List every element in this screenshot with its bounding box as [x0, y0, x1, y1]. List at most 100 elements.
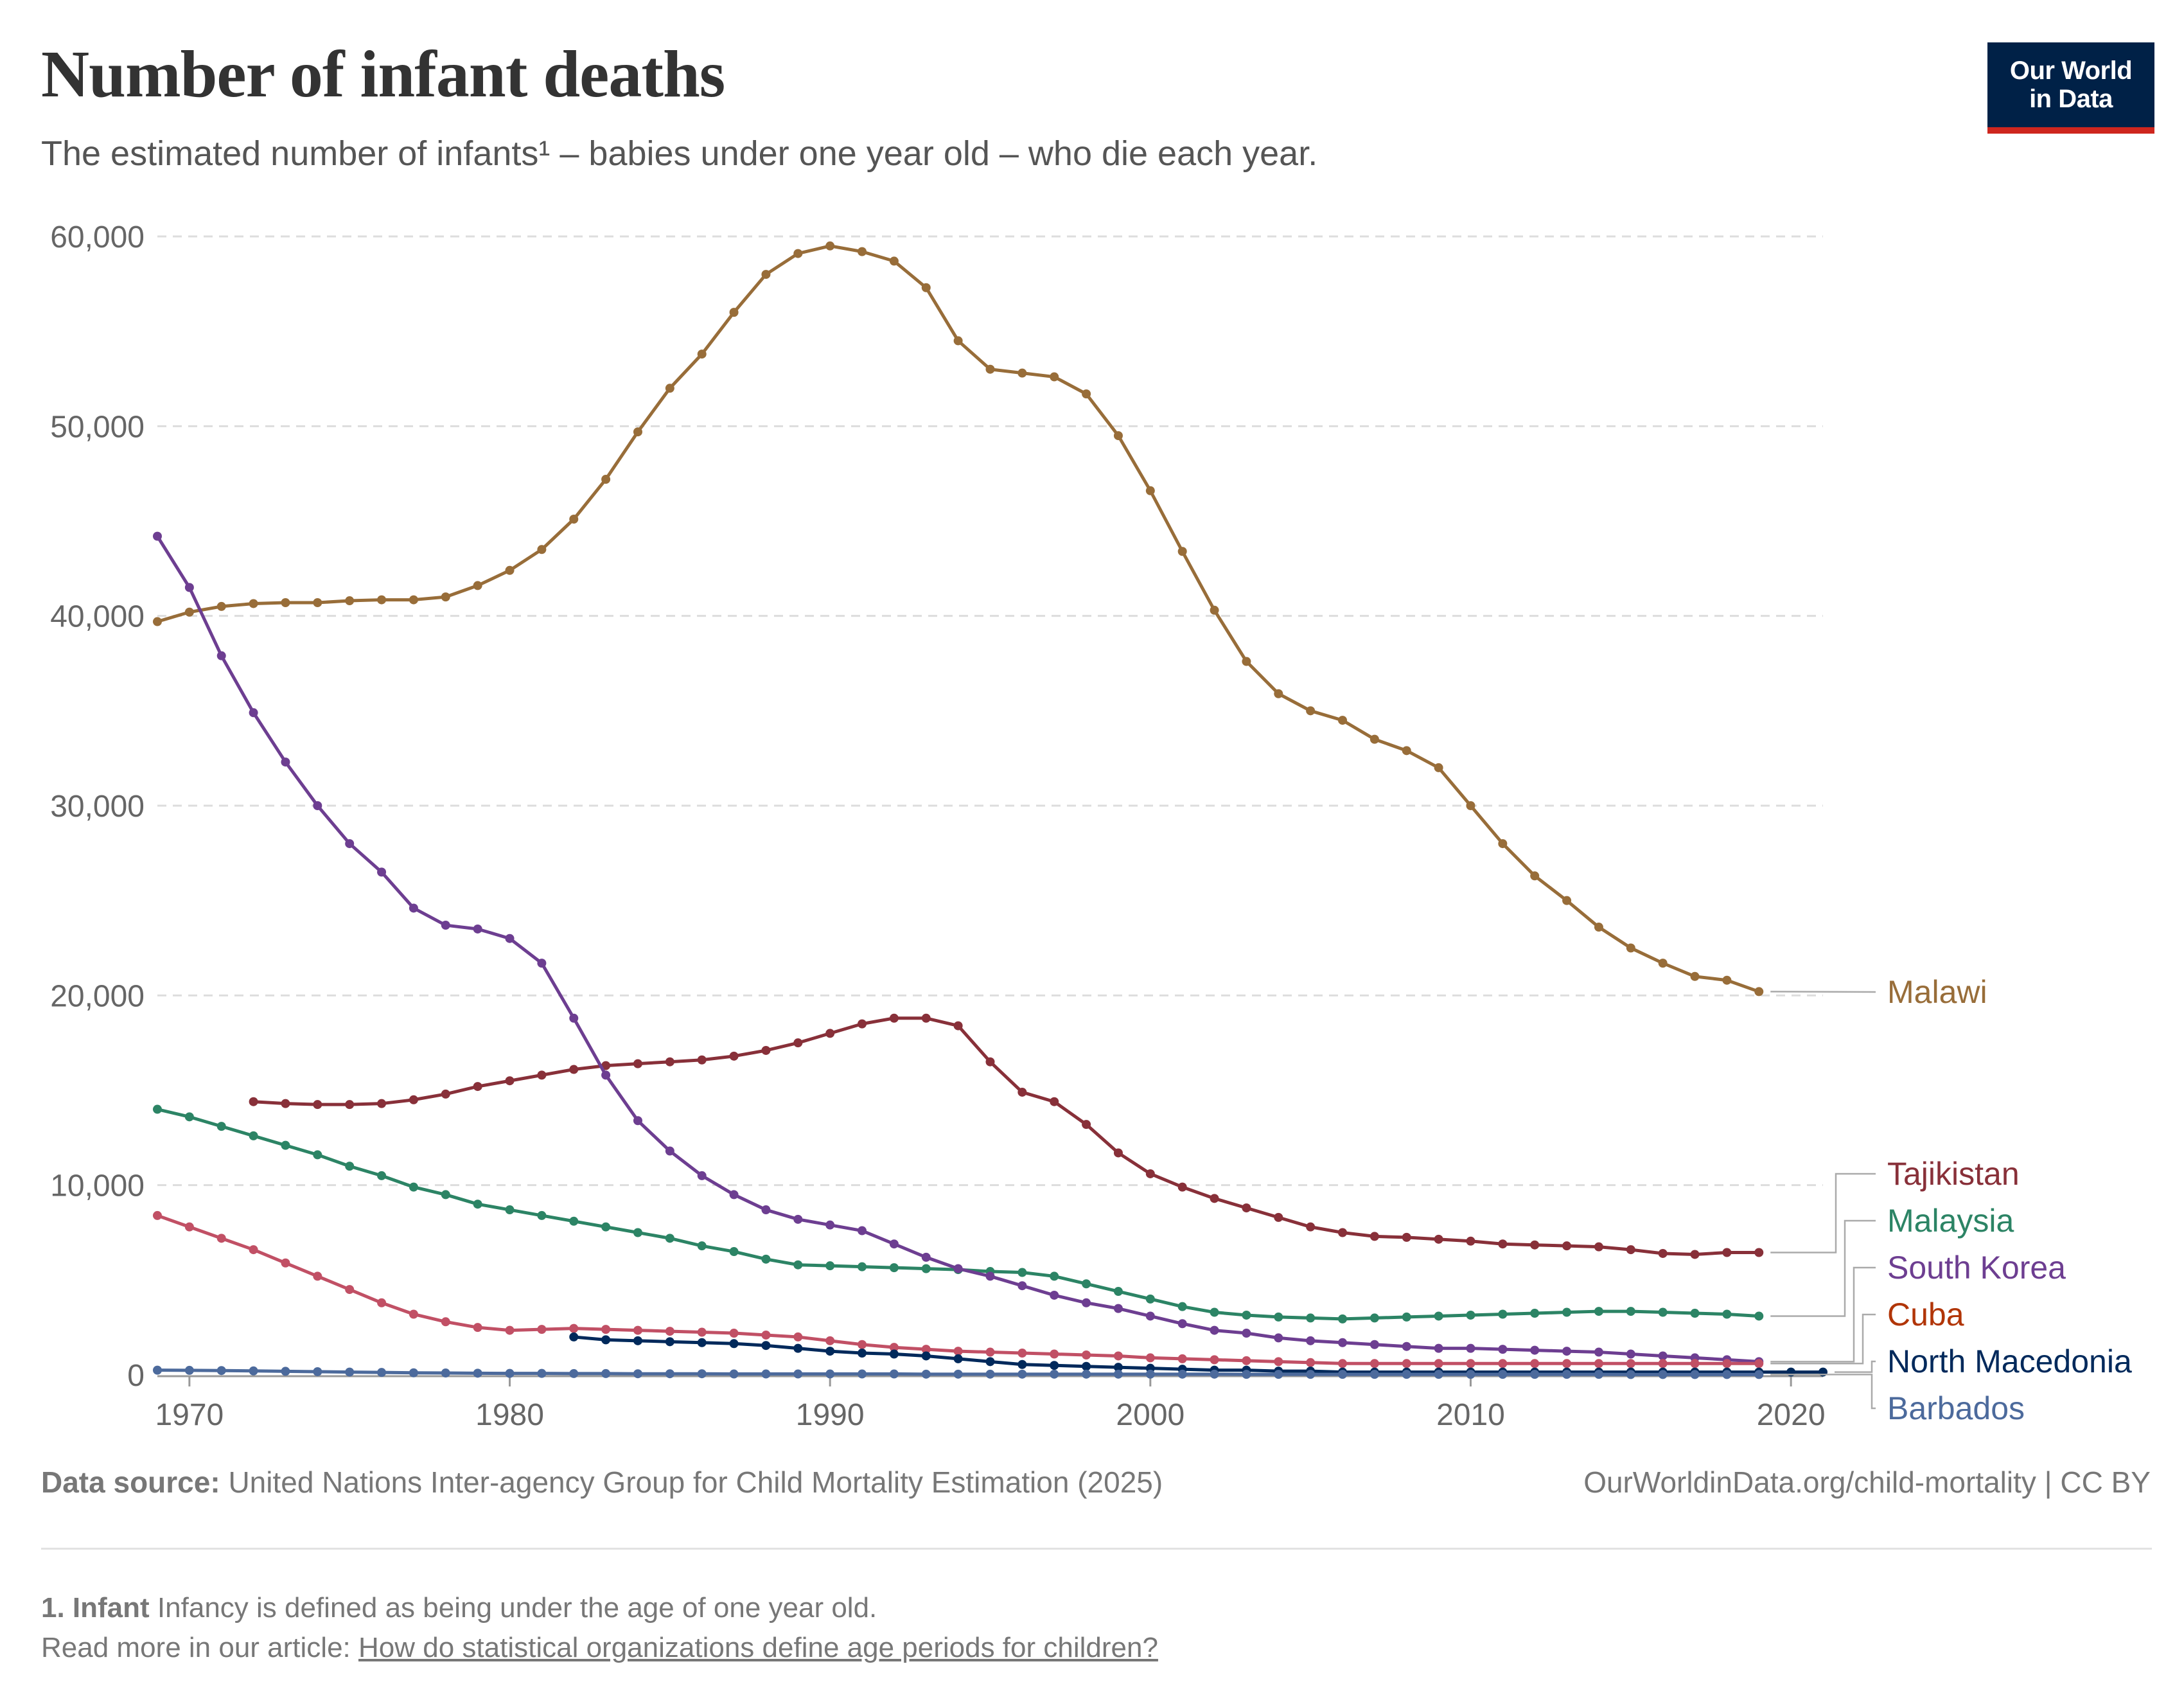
series-line-north-macedonia[interactable] — [574, 1335, 1823, 1374]
data-point-tajikistan — [249, 1097, 258, 1106]
data-point-malawi — [633, 427, 642, 437]
data-point-tajikistan — [281, 1099, 290, 1108]
data-point-barbados — [953, 1369, 963, 1379]
data-point-cuba — [153, 1210, 162, 1220]
data-point-malawi — [216, 601, 226, 611]
data-point-barbados — [1466, 1370, 1475, 1379]
series-label-barbados[interactable]: Barbados — [1887, 1390, 2025, 1426]
data-point-south-korea — [184, 583, 194, 592]
data-point-cuba — [1722, 1359, 1732, 1368]
series-line-malawi[interactable] — [157, 244, 1760, 993]
data-point-malawi — [1145, 486, 1155, 495]
data-point-tajikistan — [825, 1029, 835, 1038]
data-point-cuba — [1530, 1359, 1540, 1368]
label-connector-tajikistan — [1770, 1173, 1876, 1253]
data-point-north-macedonia — [761, 1341, 771, 1350]
data-point-malawi — [985, 364, 995, 374]
data-point-tajikistan — [1369, 1232, 1379, 1241]
data-point-barbados — [889, 1369, 899, 1379]
data-point-north-macedonia — [729, 1339, 739, 1349]
data-point-malaysia — [793, 1260, 803, 1270]
data-point-malawi — [313, 598, 322, 607]
data-point-barbados — [793, 1369, 803, 1379]
data-point-malawi — [1530, 871, 1540, 881]
data-point-malawi — [537, 545, 547, 554]
data-point-barbados — [1177, 1369, 1187, 1379]
data-point-barbados — [761, 1369, 771, 1379]
data-point-south-korea — [377, 867, 387, 877]
data-point-barbados — [249, 1366, 258, 1376]
y-tick-label: 20,000 — [50, 979, 145, 1013]
data-point-malawi — [1498, 839, 1508, 849]
data-point-tajikistan — [505, 1076, 515, 1086]
data-point-malaysia — [1722, 1309, 1732, 1319]
y-tick-label: 50,000 — [50, 410, 145, 444]
data-point-tajikistan — [1082, 1120, 1091, 1129]
data-point-south-korea — [761, 1205, 771, 1215]
series-line-cuba[interactable] — [157, 1214, 1759, 1365]
data-point-malawi — [697, 350, 707, 359]
data-point-south-korea — [473, 924, 482, 934]
data-point-malawi — [1050, 372, 1059, 382]
data-point-barbados — [1274, 1370, 1283, 1379]
data-point-cuba — [601, 1325, 611, 1334]
data-point-malaysia — [441, 1190, 450, 1200]
series-label-north-macedonia[interactable]: North Macedonia — [1887, 1343, 2132, 1379]
data-point-malawi — [921, 283, 931, 292]
data-point-malaysia — [1626, 1307, 1635, 1316]
data-point-north-macedonia — [665, 1337, 674, 1347]
series-line-malaysia[interactable] — [157, 1108, 1759, 1321]
data-point-north-macedonia — [858, 1349, 867, 1358]
data-point-malaysia — [1082, 1279, 1091, 1289]
data-point-barbados — [633, 1369, 642, 1379]
data-point-barbados — [1369, 1370, 1379, 1379]
data-point-south-korea — [1306, 1336, 1316, 1345]
data-point-barbados — [441, 1368, 450, 1378]
data-point-malaysia — [1754, 1311, 1764, 1321]
data-point-cuba — [1690, 1359, 1700, 1368]
data-point-south-korea — [1050, 1290, 1059, 1300]
data-point-malaysia — [665, 1234, 674, 1243]
data-point-tajikistan — [921, 1013, 931, 1023]
data-point-north-macedonia — [1082, 1361, 1091, 1371]
data-point-malaysia — [1242, 1310, 1251, 1320]
data-point-cuba — [569, 1324, 579, 1333]
data-point-malawi — [729, 308, 739, 317]
data-point-south-korea — [1626, 1349, 1635, 1359]
data-point-south-korea — [1466, 1343, 1475, 1353]
data-point-malawi — [473, 581, 482, 590]
data-point-tajikistan — [1210, 1194, 1219, 1203]
data-point-barbados — [216, 1366, 226, 1376]
data-point-cuba — [1626, 1359, 1635, 1368]
data-point-south-korea — [409, 903, 418, 913]
data-point-cuba — [953, 1347, 963, 1356]
series-line-south-korea[interactable] — [155, 535, 1759, 1363]
data-point-malawi — [377, 595, 387, 605]
data-point-barbados — [1722, 1370, 1732, 1379]
data-point-barbados — [313, 1367, 322, 1376]
series-label-malaysia[interactable]: Malaysia — [1887, 1203, 2014, 1239]
data-point-south-korea — [537, 959, 547, 968]
series-label-tajikistan[interactable]: Tajikistan — [1887, 1156, 2020, 1192]
y-tick-label: 60,000 — [50, 220, 145, 254]
y-axis-tick-labels: 0 10,000 20,000 30,000 40,000 50,000 60,000 — [50, 220, 145, 1393]
data-point-south-korea — [1145, 1311, 1155, 1321]
series-label-malawi[interactable]: Malawi — [1887, 974, 1987, 1010]
data-point-cuba — [281, 1258, 290, 1268]
series-label-south-korea[interactable]: South Korea — [1887, 1250, 2066, 1286]
footnote: 1. Infant Infancy is defined as being un… — [41, 1592, 877, 1624]
data-point-tajikistan — [1658, 1248, 1668, 1258]
source-url[interactable]: OurWorldinData.org/child-mortality | CC … — [1583, 1465, 2151, 1499]
data-point-south-korea — [281, 757, 290, 767]
x-tick-label: 2000 — [1116, 1398, 1184, 1432]
data-point-tajikistan — [729, 1051, 739, 1061]
data-point-cuba — [793, 1332, 803, 1341]
series-line-tajikistan[interactable] — [253, 1016, 1759, 1256]
read-more-link[interactable]: How do statistical organizations define … — [358, 1632, 1158, 1663]
data-point-south-korea — [1082, 1298, 1091, 1307]
owid-logo[interactable]: Our World in Data — [1987, 42, 2154, 134]
data-point-south-korea — [921, 1252, 931, 1262]
series-label-cuba[interactable]: Cuba — [1887, 1297, 1964, 1333]
data-point-south-korea — [1210, 1325, 1219, 1335]
data-point-malaysia — [249, 1131, 258, 1140]
